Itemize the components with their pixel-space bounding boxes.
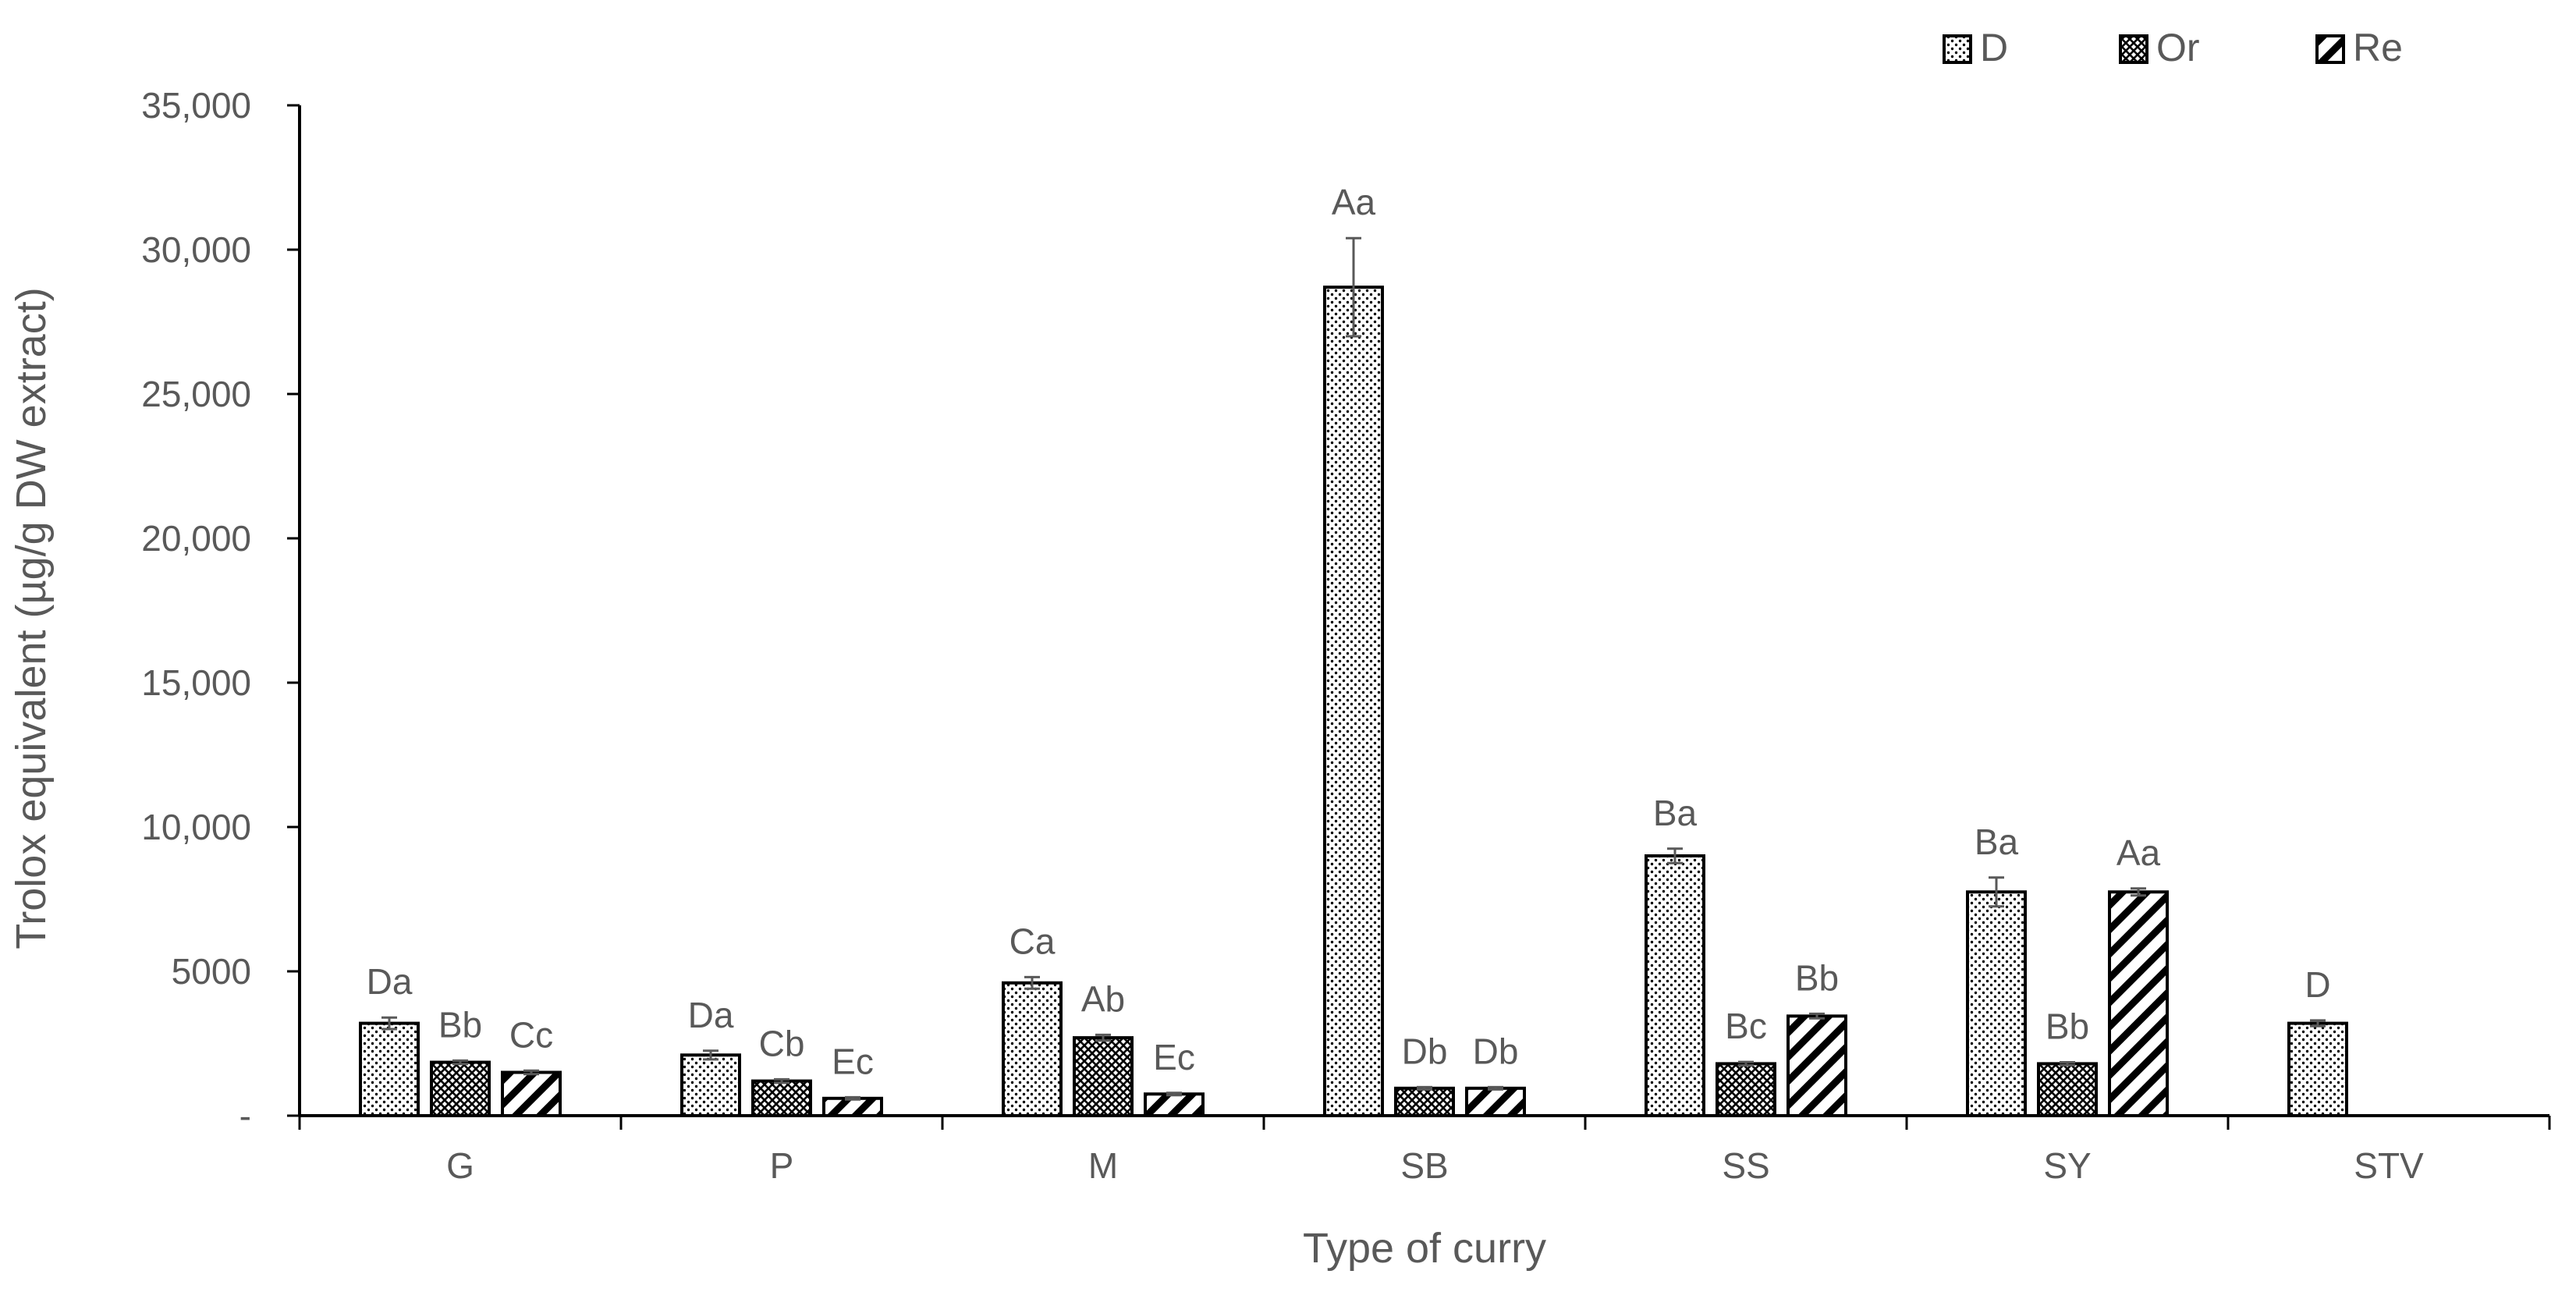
data-label-D-SB: Aa — [1332, 182, 1376, 222]
legend: D Or Re — [1943, 26, 2403, 69]
bar-Re-P — [822, 1096, 883, 1118]
bar-Or-M — [1073, 1036, 1134, 1117]
y-tick-label: 30,000 — [141, 229, 251, 270]
y-tick-label: 15,000 — [141, 662, 251, 703]
data-label-D-STV: D — [2305, 964, 2330, 1005]
bar-Re-SS — [1787, 1014, 1847, 1117]
bar-Or-SS — [1716, 1062, 1776, 1118]
bar-Or-SB — [1394, 1086, 1455, 1117]
bar-D-STV — [2287, 1021, 2348, 1117]
x-tick-label: M — [1088, 1145, 1118, 1186]
bar-Re-M — [1144, 1092, 1205, 1117]
y-tick-label: 5000 — [172, 951, 251, 992]
data-label-Re-P: Ec — [832, 1041, 874, 1081]
legend-label-D: D — [1980, 26, 2008, 69]
bar-Re-SB — [1465, 1086, 1526, 1117]
legend-swatch-Or — [2119, 34, 2148, 64]
x-tick-label: SB — [1400, 1145, 1448, 1186]
legend-label-Or: Or — [2156, 26, 2200, 69]
bar-Re-SY — [2108, 890, 2169, 1117]
x-axis-title: Type of curry — [1303, 1225, 1546, 1272]
axes: - 5000 10,000 15,000 20,000 25,000 30,000 35,00… — [141, 85, 2551, 1186]
data-label-Or-SY: Bb — [2046, 1006, 2089, 1047]
y-tick-label: 35,000 — [141, 85, 251, 126]
x-tick-label: SY — [2043, 1145, 2091, 1186]
data-label-Re-SS: Bb — [1795, 957, 1839, 998]
bar-Or-SY — [2037, 1062, 2098, 1118]
bar-D-M — [1002, 981, 1063, 1118]
bar-D-G — [359, 1021, 420, 1117]
data-label-D-P: Da — [688, 995, 734, 1035]
bar-Or-G — [430, 1060, 491, 1118]
y-tick-label: 20,000 — [141, 518, 251, 559]
x-tick-label: STV — [2354, 1145, 2424, 1186]
data-label-Re-SY: Aa — [2117, 832, 2161, 873]
data-label-D-M: Ca — [1009, 921, 1056, 961]
y-tick-label: 25,000 — [141, 374, 251, 414]
data-label-Or-M: Ab — [1081, 978, 1125, 1019]
data-label-Or-G: Bb — [438, 1004, 482, 1045]
bar-D-SY — [1966, 890, 2027, 1117]
data-label-D-SS: Ba — [1653, 793, 1698, 833]
data-label-Re-M: Ec — [1153, 1037, 1195, 1077]
legend-swatch-D — [1943, 34, 1972, 64]
x-tick-label: P — [770, 1145, 794, 1186]
bar-Re-G — [501, 1070, 562, 1117]
bar-D-SB — [1323, 286, 1384, 1118]
x-tick-label: G — [446, 1145, 474, 1186]
data-label-Re-G: Cc — [509, 1014, 553, 1055]
legend-label-Re: Re — [2353, 26, 2403, 69]
y-axis-title: Trolox equivalent (µg/g DW extract) — [8, 287, 55, 949]
y-tick-label: - — [240, 1095, 251, 1136]
legend-swatch-Re — [2315, 34, 2345, 64]
data-label-Or-SB: Db — [1402, 1031, 1448, 1071]
data-label-D-SY: Ba — [1975, 822, 2019, 862]
data-label-Or-SS: Bc — [1725, 1006, 1767, 1046]
bar-D-SS — [1645, 854, 1705, 1117]
bar-Or-P — [751, 1079, 812, 1117]
x-tick-label: SS — [1722, 1145, 1769, 1186]
data-label-D-G: Da — [367, 961, 413, 1002]
y-tick-label: 10,000 — [141, 807, 251, 847]
data-label-Or-P: Cb — [759, 1023, 805, 1063]
data-label-Re-SB: Db — [1473, 1031, 1519, 1071]
data-labels-layer: Da Da Ca Aa Ba Ba D Bb Cb Ab Db Bc Bb Cc Ec Ec Db Bb Aa — [367, 182, 2331, 1081]
bars-layer — [359, 236, 2348, 1118]
bar-D-P — [680, 1053, 741, 1118]
